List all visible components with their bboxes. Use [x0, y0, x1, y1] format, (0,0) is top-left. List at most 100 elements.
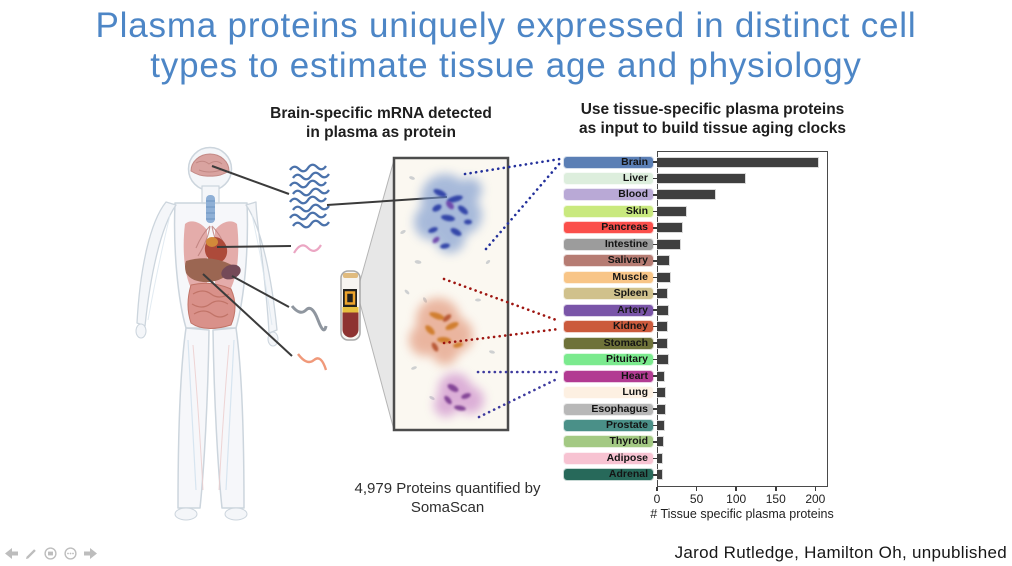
y-tick — [653, 375, 657, 377]
bar-salivary — [657, 255, 671, 267]
bar-adipose — [657, 452, 663, 464]
x-tick-label: 0 — [653, 492, 661, 506]
tissue-label-liver: Liver — [563, 171, 654, 185]
bar-pituitary — [657, 354, 669, 366]
tissue-label-spleen: Spleen — [563, 287, 654, 301]
tissue-label-pancreas: Pancreas — [563, 221, 654, 235]
x-axis-label: # Tissue specific plasma proteins — [650, 507, 834, 521]
tissue-label-salivary: Salivary — [563, 254, 654, 268]
next-slide-arrow-icon[interactable] — [84, 548, 97, 559]
y-tick — [653, 210, 657, 213]
mrna-strand-pink-icon — [293, 244, 322, 254]
bar-skin — [657, 205, 688, 217]
bar-stomach — [657, 337, 669, 349]
chart-heading: Use tissue-specific plasma proteins as i… — [565, 100, 860, 138]
bar-liver — [657, 172, 747, 184]
chart-frame — [657, 151, 828, 487]
y-tick — [653, 424, 657, 427]
x-tick — [814, 487, 817, 491]
footnote-line2: SomaScan — [410, 499, 485, 516]
y-tick — [653, 342, 657, 344]
y-tick — [653, 408, 657, 410]
tissue-label-esophagus: Esophagus — [563, 402, 654, 416]
slide-title-line2: types to estimate tissue age and physiol… — [150, 46, 862, 85]
bar-blood — [657, 189, 717, 201]
left-figure-caption: Brain-specific mRNA detected in plasma a… — [253, 104, 509, 142]
caption-line1: Brain-specific mRNA detected — [270, 105, 492, 122]
mrna-strand-salmon-icon — [297, 353, 328, 371]
x-tick — [695, 487, 698, 491]
presenter-controls — [5, 547, 97, 560]
y-tick — [653, 260, 657, 262]
human-body-icon — [135, 146, 279, 521]
y-tick — [653, 309, 657, 311]
slide-overview-icon[interactable] — [44, 547, 57, 560]
proteins-footnote: 4,979 Proteins quantified by SomaScan — [330, 479, 565, 517]
x-tick — [775, 487, 777, 491]
tissue-label-stomach: Stomach — [563, 336, 654, 350]
slide-title: Plasma proteins uniquely expressed in di… — [0, 6, 1012, 86]
prev-slide-arrow-icon[interactable] — [5, 548, 18, 559]
y-tick — [653, 161, 657, 163]
tissue-bar-chart: # Tissue specific plasma proteins Brain L… — [563, 151, 843, 531]
y-tick — [653, 441, 657, 443]
bar-adrenal — [657, 469, 663, 481]
tissue-label-blood: Blood — [563, 188, 654, 202]
tissue-label-kidney: Kidney — [563, 320, 654, 334]
y-tick — [653, 474, 657, 476]
y-tick — [653, 276, 657, 279]
footnote-line1: 4,979 Proteins quantified by — [354, 480, 541, 497]
pointer-lines — [202, 165, 293, 357]
bar-spleen — [657, 288, 669, 300]
mrna-strands-blue-icon — [289, 163, 330, 229]
bar-intestine — [657, 238, 681, 250]
bar-muscle — [657, 271, 672, 283]
kidney-protein-blob-icon — [409, 298, 473, 365]
x-tick-label: 50 — [689, 492, 704, 506]
tissue-label-adipose: Adipose — [563, 451, 654, 465]
slide-title-line1: Plasma proteins uniquely expressed in di… — [95, 6, 917, 45]
x-tick-label: 200 — [805, 492, 826, 506]
tissue-label-intestine: Intestine — [563, 237, 654, 251]
caption-line2: in plasma as protein — [306, 124, 456, 141]
pen-tool-icon[interactable] — [25, 548, 37, 560]
more-options-icon[interactable] — [64, 547, 77, 560]
bar-prostate — [657, 420, 665, 432]
y-tick — [653, 243, 657, 246]
tissue-label-brain: Brain — [563, 155, 654, 169]
tissue-label-skin: Skin — [563, 204, 654, 218]
chart-heading-line1: Use tissue-specific plasma proteins — [580, 101, 845, 118]
tissue-label-lung: Lung — [563, 386, 654, 400]
plasma-magnified-panel — [326, 156, 510, 432]
y-tick — [653, 227, 657, 229]
dotted-connectors — [442, 157, 562, 419]
y-tick — [653, 293, 657, 295]
y-tick — [653, 457, 657, 460]
chart-heading-line2: as input to build tissue aging clocks — [579, 120, 846, 137]
x-tick — [656, 487, 658, 491]
y-tick — [653, 177, 657, 180]
bar-heart — [657, 370, 665, 382]
bar-kidney — [657, 321, 669, 333]
mrna-strand-gray-icon — [290, 305, 328, 332]
bar-artery — [657, 304, 669, 316]
tissue-label-thyroid: Thyroid — [563, 435, 654, 449]
y-tick — [653, 325, 657, 328]
tissue-label-artery: Artery — [563, 303, 654, 317]
tissue-label-heart: Heart — [563, 369, 654, 383]
y-tick — [653, 194, 657, 196]
tissue-label-prostate: Prostate — [563, 419, 654, 433]
tissue-label-muscle: Muscle — [563, 270, 654, 284]
bar-esophagus — [657, 403, 666, 415]
bar-brain — [657, 156, 820, 168]
x-tick — [735, 487, 737, 491]
bar-pancreas — [657, 222, 684, 234]
x-tick-label: 100 — [726, 492, 747, 506]
bar-lung — [657, 387, 666, 399]
tissue-label-adrenal: Adrenal — [563, 468, 654, 482]
x-tick-label: 150 — [765, 492, 786, 506]
y-tick — [653, 391, 657, 394]
blood-tube-icon — [340, 270, 361, 341]
